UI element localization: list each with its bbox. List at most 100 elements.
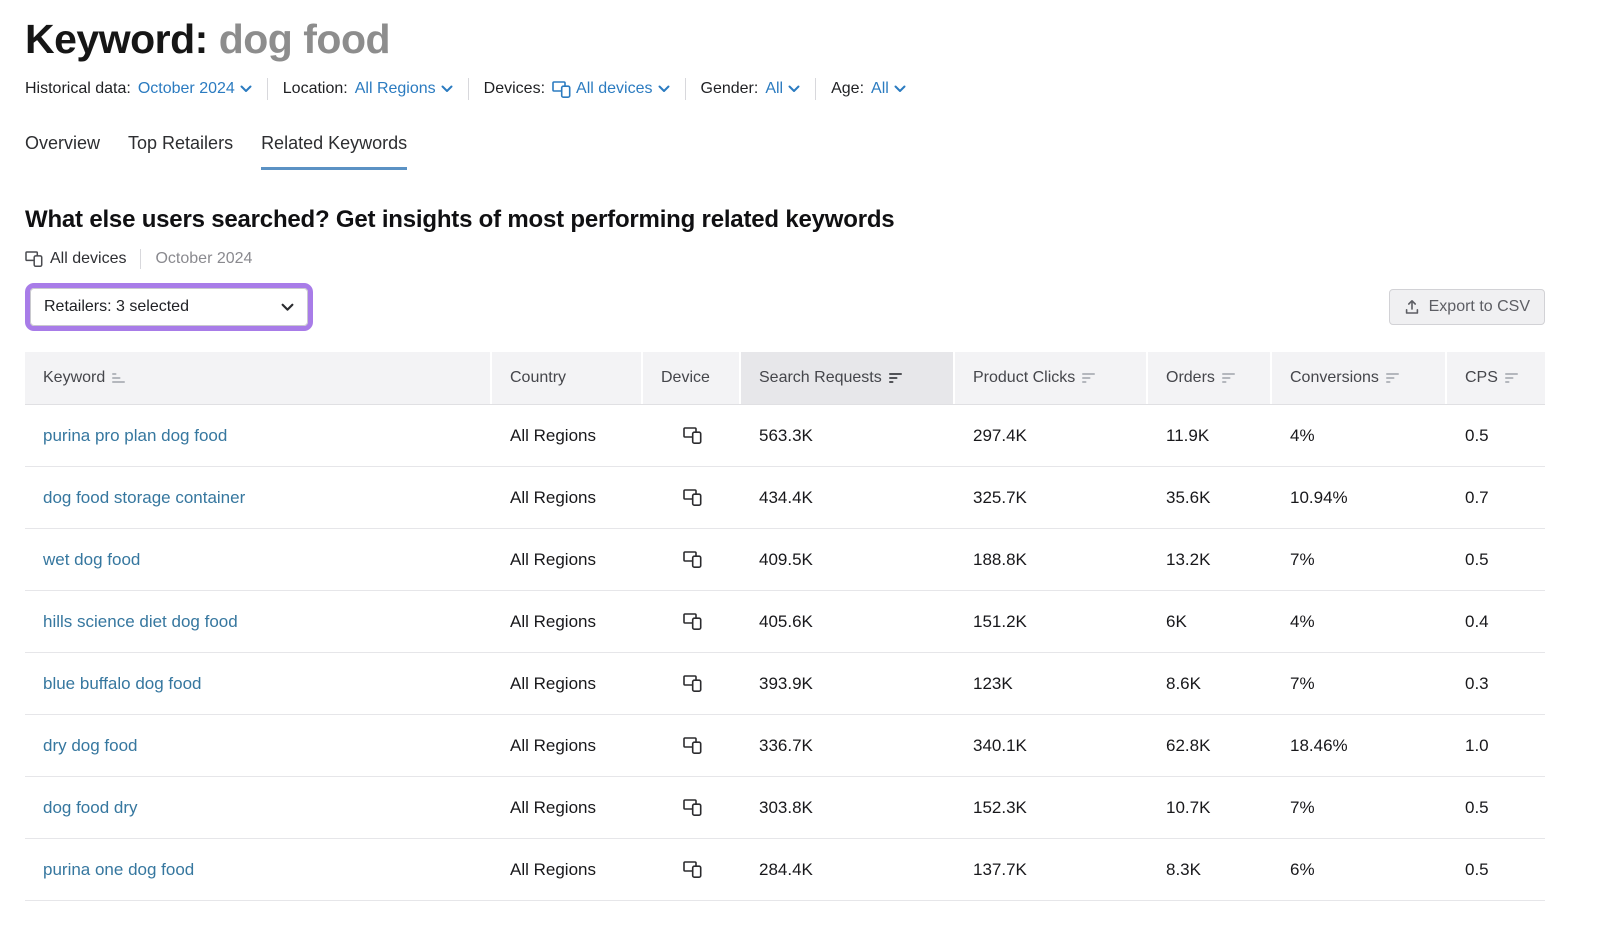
column-header-orders[interactable]: Orders: [1148, 352, 1272, 405]
table-row: purina one dog food All Regions 284.4K 1…: [25, 839, 1545, 902]
conversions-cell: 10.94%: [1290, 487, 1348, 507]
cps-cell: 1.0: [1465, 735, 1489, 755]
country-cell: All Regions: [510, 859, 596, 879]
search-requests-cell: 409.5K: [759, 549, 813, 569]
table-row: dog food dry All Regions 303.8K 152.3K 1…: [25, 777, 1545, 840]
orders-cell: 11.9K: [1166, 425, 1210, 445]
column-header-country[interactable]: Country: [492, 352, 643, 405]
search-requests-cell: 303.8K: [759, 797, 813, 817]
search-requests-cell: 284.4K: [759, 859, 813, 879]
chevron-down-icon: [658, 85, 670, 93]
table-controls: Retailers: 3 selected Export to CSV: [25, 283, 1545, 332]
tab-overview[interactable]: Overview: [25, 133, 101, 154]
product-clicks-cell: 188.8K: [973, 549, 1027, 569]
all-devices-icon: [683, 427, 702, 445]
keyword-cell: dog food dry: [25, 777, 492, 838]
keyword-link[interactable]: purina one dog food: [43, 859, 195, 879]
conversions-cell: 4%: [1290, 425, 1315, 445]
retailers-dropdown[interactable]: Retailers: 3 selected: [30, 288, 308, 327]
orders-cell: 10.7K: [1166, 797, 1211, 817]
keyword-link[interactable]: dry dog food: [43, 735, 138, 755]
product-clicks-cell: 137.7K: [973, 859, 1027, 879]
page-title-label: Keyword:: [25, 16, 208, 62]
filter-label: Location:: [282, 80, 348, 98]
cps-cell: 0.7: [1465, 487, 1489, 507]
chevron-down-icon: [894, 85, 906, 93]
product-clicks-cell: 297.4K: [973, 425, 1027, 445]
sort-descending-icon: [1385, 373, 1399, 384]
column-header-product-clicks[interactable]: Product Clicks: [955, 352, 1148, 405]
device-cell: [643, 591, 741, 652]
table-row: wet dog food All Regions 409.5K 188.8K 1…: [25, 529, 1545, 592]
column-header-conversions[interactable]: Conversions: [1272, 352, 1447, 405]
country-cell: All Regions: [510, 549, 596, 569]
devices-dropdown[interactable]: All devices: [552, 80, 669, 98]
keyword-link[interactable]: blue buffalo dog food: [43, 673, 202, 693]
divider: [140, 249, 142, 270]
table-row: hills science diet dog food All Regions …: [25, 591, 1545, 654]
conversions-cell: 7%: [1290, 549, 1315, 569]
product-clicks-cell: 123K: [973, 673, 1013, 693]
filter-age: Age: All: [831, 80, 906, 98]
keyword-cell: purina pro plan dog food: [25, 405, 492, 466]
sort-descending-icon: [1504, 373, 1518, 384]
device-cell: [643, 715, 741, 776]
search-requests-cell: 563.3K: [759, 425, 813, 445]
all-devices-icon: [25, 251, 43, 268]
keyword-link[interactable]: wet dog food: [43, 549, 141, 569]
orders-cell: 8.6K: [1166, 673, 1201, 693]
all-devices-icon: [683, 799, 702, 817]
column-header-search-requests[interactable]: Search Requests: [741, 352, 955, 405]
column-header-keyword[interactable]: Keyword: [25, 352, 492, 405]
column-header-device[interactable]: Device: [643, 352, 741, 405]
upload-icon: [1404, 299, 1420, 315]
all-devices-icon: [683, 489, 702, 507]
column-header-cps[interactable]: CPS: [1447, 352, 1545, 405]
chevron-down-icon: [240, 85, 252, 93]
orders-cell: 35.6K: [1166, 487, 1211, 507]
keyword-cell: hills science diet dog food: [25, 591, 492, 652]
country-cell: All Regions: [510, 735, 596, 755]
conversions-cell: 4%: [1290, 611, 1315, 631]
historical-data-dropdown[interactable]: October 2024: [138, 80, 252, 98]
tab-related-keywords[interactable]: Related Keywords: [261, 133, 408, 171]
keyword-link[interactable]: hills science diet dog food: [43, 611, 238, 631]
country-cell: All Regions: [510, 487, 596, 507]
all-devices-icon: [683, 613, 702, 631]
chevron-down-icon: [441, 85, 453, 93]
filter-gender: Gender: All: [701, 80, 801, 98]
keyword-link[interactable]: purina pro plan dog food: [43, 425, 228, 445]
keyword-link[interactable]: dog food storage container: [43, 487, 246, 507]
conversions-cell: 6%: [1290, 859, 1315, 879]
tab-top-retailers[interactable]: Top Retailers: [128, 133, 234, 154]
tab-bar: Overview Top Retailers Related Keywords: [25, 133, 1545, 171]
device-cell: [643, 405, 741, 466]
cps-cell: 0.5: [1465, 549, 1489, 569]
scope-period: October 2024: [155, 250, 253, 268]
cps-cell: 0.5: [1465, 797, 1489, 817]
search-requests-cell: 434.4K: [759, 487, 813, 507]
country-cell: All Regions: [510, 673, 596, 693]
scope-devices: All devices: [25, 250, 126, 268]
page-title-keyword: dog food: [218, 16, 391, 62]
search-requests-cell: 405.6K: [759, 611, 813, 631]
gender-dropdown[interactable]: All: [765, 80, 800, 98]
device-cell: [643, 467, 741, 528]
keyword-link[interactable]: dog food dry: [43, 797, 138, 817]
country-cell: All Regions: [510, 611, 596, 631]
table-body: purina pro plan dog food All Regions 563…: [25, 405, 1545, 902]
orders-cell: 62.8K: [1166, 735, 1211, 755]
keyword-cell: blue buffalo dog food: [25, 653, 492, 714]
highlight-annotation: Retailers: 3 selected: [25, 283, 313, 332]
conversions-cell: 7%: [1290, 673, 1315, 693]
location-dropdown[interactable]: All Regions: [355, 80, 453, 98]
page-title: Keyword: dog food: [25, 16, 1545, 63]
export-to-csv-button[interactable]: Export to CSV: [1388, 289, 1545, 326]
age-dropdown[interactable]: All: [871, 80, 906, 98]
filter-label: Age:: [831, 80, 865, 98]
table-row: dog food storage container All Regions 4…: [25, 467, 1545, 530]
cps-cell: 0.5: [1465, 859, 1489, 879]
sort-ascending-icon: [112, 373, 126, 384]
orders-cell: 6K: [1166, 611, 1187, 631]
page: Keyword: dog food Historical data: Octob…: [25, 16, 1545, 902]
